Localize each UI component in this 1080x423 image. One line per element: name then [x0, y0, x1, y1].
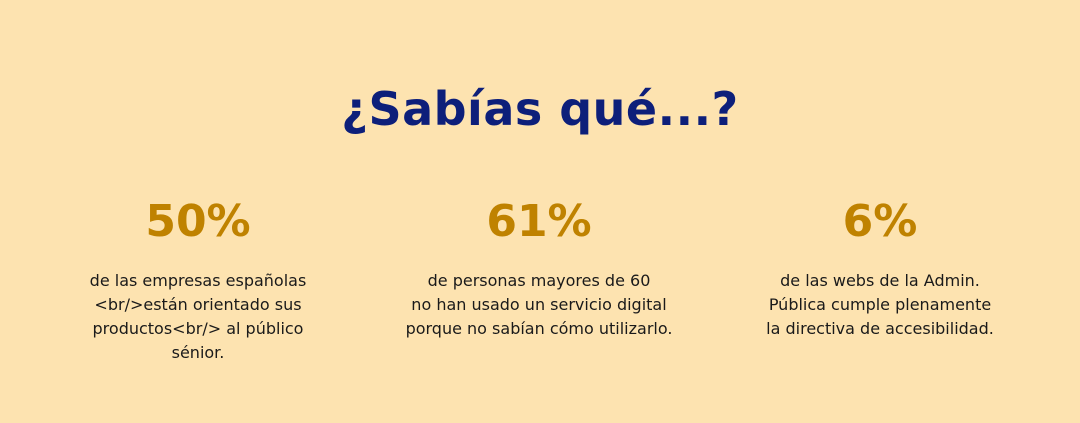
stat-description: de las empresas españolas <br/>están ori…	[89, 271, 307, 362]
stat-card-seniors: 61% de personas mayores de 60 no han usa…	[369, 196, 709, 341]
section-title: ¿Sabías qué...?	[341, 82, 739, 136]
stat-value: 50%	[145, 196, 251, 247]
stat-value: 6%	[842, 196, 918, 247]
stat-card-public-websites: 6% de las webs de la Admin. Pública cump…	[710, 196, 1050, 341]
stat-value: 61%	[486, 196, 592, 247]
stat-card-companies: 50% de las empresas españolas <br/>están…	[28, 196, 368, 365]
stat-description: de las webs de la Admin. Pública cumple …	[766, 271, 994, 338]
stat-description: de personas mayores de 60 no han usado u…	[405, 271, 673, 338]
